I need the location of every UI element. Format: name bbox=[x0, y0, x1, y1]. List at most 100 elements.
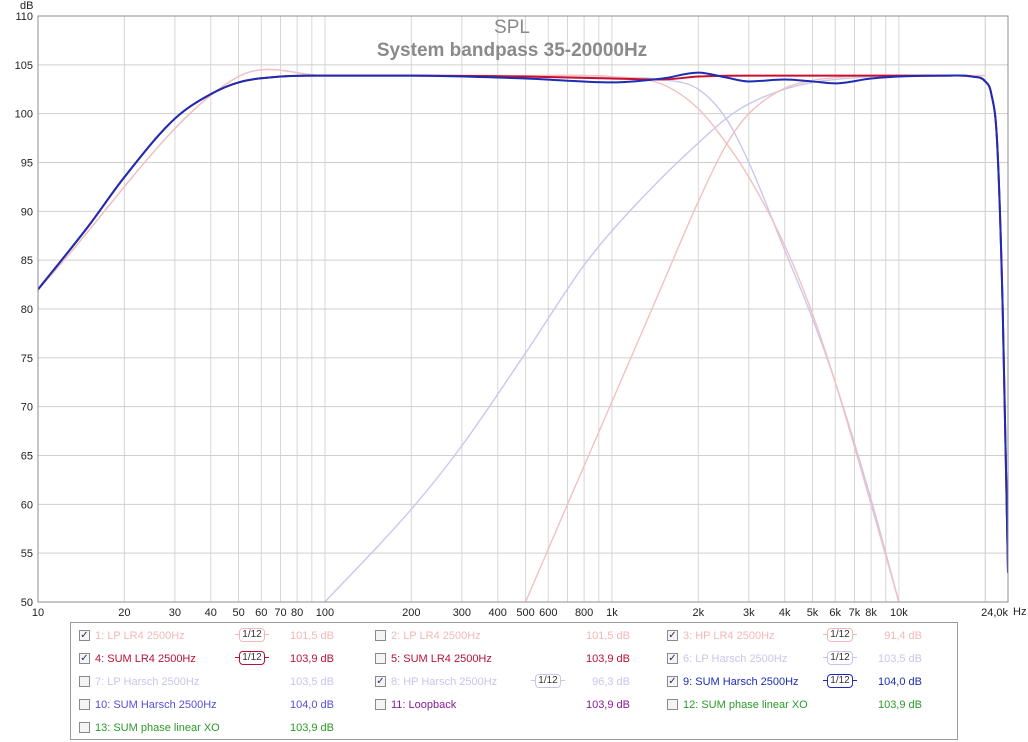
legend-label: 12: SUM phase linear XO bbox=[683, 699, 808, 711]
legend-value: 103,5 dB bbox=[877, 653, 922, 665]
legend-value: 104,0 dB bbox=[289, 699, 334, 711]
y-tick-label: 60 bbox=[21, 499, 33, 511]
legend-item[interactable]: ✓ 9: SUM Harsch 2500Hz 1/12 104,0 dB bbox=[667, 673, 953, 691]
smoothing-button[interactable]: 1/12 bbox=[235, 628, 269, 642]
x-tick-label: 8k bbox=[865, 607, 877, 619]
checkbox-unchecked[interactable] bbox=[667, 699, 678, 710]
x-tick-label: 100 bbox=[316, 607, 334, 619]
legend-item[interactable]: 7: LP Harsch 2500Hz 103,5 dB bbox=[79, 673, 365, 691]
checkbox-checked[interactable]: ✓ bbox=[375, 676, 386, 687]
x-tick-label: 40 bbox=[205, 607, 217, 619]
legend-label: 11: Loopback bbox=[391, 699, 457, 711]
legend-item[interactable]: 5: SUM LR4 2500Hz 103,9 dB bbox=[375, 650, 661, 668]
legend-value: 91,4 dB bbox=[884, 630, 922, 642]
chart-title: SPL bbox=[494, 17, 530, 38]
legend-item[interactable]: 12: SUM phase linear XO 103,9 dB bbox=[667, 696, 953, 714]
legend-item[interactable]: ✓ 8: HP Harsch 2500Hz 1/12 96,3 dB bbox=[375, 673, 661, 691]
checkbox-unchecked[interactable] bbox=[79, 722, 90, 733]
x-tick-label: 7k bbox=[849, 607, 861, 619]
legend-value: 103,9 dB bbox=[585, 699, 630, 711]
legend-label: 6: LP Harsch 2500Hz bbox=[683, 653, 788, 665]
checkbox-checked[interactable]: ✓ bbox=[667, 653, 678, 664]
legend-item[interactable]: ✓ 3: HP LR4 2500Hz 1/12 91,4 dB bbox=[667, 627, 953, 645]
y-tick-label: 80 bbox=[21, 304, 33, 316]
series-line-sum-harsch-2500hz bbox=[38, 71, 1008, 573]
legend-item[interactable]: 10: SUM Harsch 2500Hz 104,0 dB bbox=[79, 696, 365, 714]
legend-item[interactable]: 2: LP LR4 2500Hz 101,5 dB bbox=[375, 627, 661, 645]
checkbox-unchecked[interactable] bbox=[375, 699, 386, 710]
x-tick-label: 80 bbox=[291, 607, 303, 619]
legend-label: 2: LP LR4 2500Hz bbox=[391, 630, 481, 642]
checkbox-unchecked[interactable] bbox=[375, 630, 386, 641]
y-tick-label: 95 bbox=[21, 158, 33, 170]
x-tick-label: 800 bbox=[575, 607, 593, 619]
y-tick-label: 75 bbox=[21, 353, 33, 365]
legend-value: 101,5 dB bbox=[289, 630, 334, 642]
y-tick-label: 65 bbox=[21, 451, 33, 463]
y-tick-label: 105 bbox=[15, 60, 33, 72]
legend-item[interactable]: ✓ 1: LP LR4 2500Hz 1/12 101,5 dB bbox=[79, 627, 365, 645]
x-tick-label: 30 bbox=[169, 607, 181, 619]
legend-value: 103,9 dB bbox=[289, 653, 334, 665]
smoothing-button[interactable]: 1/12 bbox=[235, 651, 269, 665]
legend-value: 103,9 dB bbox=[289, 722, 334, 734]
y-tick-label: 110 bbox=[15, 11, 33, 23]
x-tick-label: 4k bbox=[779, 607, 791, 619]
y-tick-label: 50 bbox=[21, 597, 33, 609]
checkbox-unchecked[interactable] bbox=[79, 699, 90, 710]
y-tick-label: 70 bbox=[21, 402, 33, 414]
x-tick-label: 24,0k bbox=[981, 607, 1008, 619]
series-line-hp-harsch-2500hz bbox=[324, 74, 986, 602]
x-tick-label: 20 bbox=[118, 607, 130, 619]
legend-value: 103,9 dB bbox=[877, 699, 922, 711]
smoothing-button[interactable]: 1/12 bbox=[531, 674, 565, 688]
x-tick-label: 600 bbox=[539, 607, 557, 619]
legend-label: 8: HP Harsch 2500Hz bbox=[391, 676, 498, 688]
smoothing-button[interactable]: 1/12 bbox=[823, 628, 857, 642]
legend-item[interactable]: ✓ 6: LP Harsch 2500Hz 1/12 103,5 dB bbox=[667, 650, 953, 668]
x-tick-label: 500 bbox=[516, 607, 534, 619]
legend-value: 96,3 dB bbox=[592, 676, 630, 688]
checkbox-checked[interactable]: ✓ bbox=[667, 676, 678, 687]
x-tick-label: 6k bbox=[829, 607, 841, 619]
checkbox-checked[interactable]: ✓ bbox=[667, 630, 678, 641]
legend-label: 13: SUM phase linear XO bbox=[95, 722, 220, 734]
x-tick-label: 10k bbox=[890, 607, 908, 619]
y-axis-unit: dB bbox=[20, 0, 33, 12]
series-line-lp-lr4-2500hz bbox=[38, 68, 900, 602]
y-tick-label: 85 bbox=[21, 255, 33, 267]
x-tick-label: 60 bbox=[255, 607, 267, 619]
x-tick-label: 3k bbox=[743, 607, 755, 619]
smoothing-button[interactable]: 1/12 bbox=[823, 651, 857, 665]
x-tick-label: 70 bbox=[274, 607, 286, 619]
series-lines bbox=[38, 68, 1008, 602]
legend-label: 7: LP Harsch 2500Hz bbox=[95, 676, 200, 688]
x-tick-label: 200 bbox=[402, 607, 420, 619]
y-tick-label: 55 bbox=[21, 548, 33, 560]
smoothing-button[interactable]: 1/12 bbox=[823, 674, 857, 688]
x-tick-label: 50 bbox=[232, 607, 244, 619]
legend-value: 103,9 dB bbox=[585, 653, 630, 665]
legend-label: 9: SUM Harsch 2500Hz bbox=[683, 676, 799, 688]
legend-label: 10: SUM Harsch 2500Hz bbox=[95, 699, 217, 711]
y-tick-label: 100 bbox=[15, 109, 33, 121]
checkbox-unchecked[interactable] bbox=[79, 676, 90, 687]
legend-label: 1: LP LR4 2500Hz bbox=[95, 630, 185, 642]
x-axis-unit: Hz bbox=[1013, 606, 1026, 618]
legend-panel: ✓ 1: LP LR4 2500Hz 1/12 101,5 dB 2: LP LR4 2… bbox=[70, 622, 958, 740]
legend-value: 104,0 dB bbox=[877, 676, 922, 688]
checkbox-checked[interactable]: ✓ bbox=[79, 630, 90, 641]
legend-item[interactable]: 11: Loopback 103,9 dB bbox=[375, 696, 661, 714]
tick-labels: 50 55 60 65 70 75 80 85 90 95 100 105 110 10 20 30 40 50 6… bbox=[15, 11, 1009, 619]
plot-frame bbox=[37, 15, 1009, 603]
checkbox-checked[interactable]: ✓ bbox=[79, 653, 90, 664]
legend-item[interactable]: 13: SUM phase linear XO 103,9 dB bbox=[79, 719, 365, 737]
legend-item[interactable]: ✓ 4: SUM LR4 2500Hz 1/12 103,9 dB bbox=[79, 650, 365, 668]
x-tick-label: 300 bbox=[453, 607, 471, 619]
grid bbox=[37, 15, 1008, 603]
x-tick-label: 2k bbox=[693, 607, 705, 619]
x-tick-label: 10 bbox=[32, 607, 44, 619]
checkbox-unchecked[interactable] bbox=[375, 653, 386, 664]
spl-chart: 50 55 60 65 70 75 80 85 90 95 100 105 110 10 20 30 40 50 6… bbox=[15, 0, 1027, 619]
x-tick-label: 400 bbox=[489, 607, 507, 619]
